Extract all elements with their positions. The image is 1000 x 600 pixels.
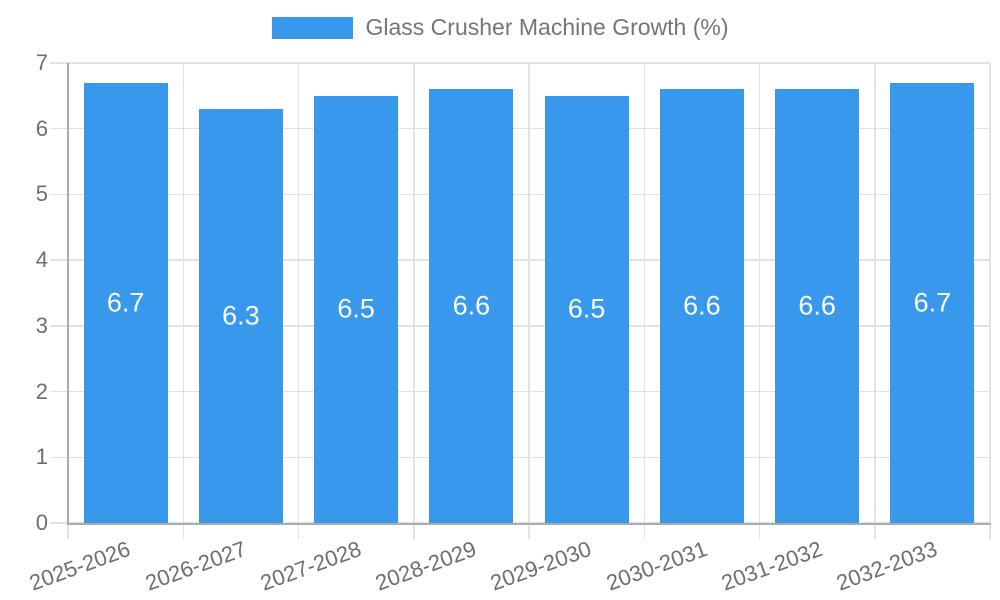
x-axis-tick <box>528 523 530 539</box>
y-axis-tick-label: 0 <box>35 510 48 535</box>
bar-value-label: 6.5 <box>337 293 375 324</box>
x-axis-tick <box>874 523 876 539</box>
x-axis-tick-label: 2028-2029 <box>372 536 480 596</box>
bar[interactable] <box>544 95 629 523</box>
gridline-vertical <box>413 63 415 523</box>
gridline-horizontal <box>50 325 990 327</box>
bar[interactable] <box>429 89 514 523</box>
y-axis-tick-label: 5 <box>35 181 48 207</box>
x-axis-tick-label: 2030-2031 <box>602 536 711 596</box>
x-axis-line <box>67 523 991 525</box>
y-axis-tick-label: 7 <box>35 50 48 75</box>
x-axis-tick <box>413 523 415 539</box>
gridline-vertical <box>297 63 300 523</box>
x-axis-tick <box>297 523 300 539</box>
legend: Glass Crusher Machine Growth (%) <box>0 14 1000 42</box>
bar[interactable] <box>659 89 744 523</box>
bar[interactable] <box>83 82 168 523</box>
y-axis-tick-label: 6 <box>35 115 48 141</box>
legend-item[interactable]: Glass Crusher Machine Growth (%) <box>271 14 729 42</box>
x-axis-tick-label: 2025-2026 <box>26 536 134 596</box>
y-axis-line <box>67 63 69 523</box>
y-axis-tick-label: 2 <box>35 378 48 404</box>
bar[interactable] <box>890 82 975 523</box>
gridline-vertical <box>874 63 876 523</box>
gridline-vertical <box>643 63 645 523</box>
bar[interactable] <box>775 89 860 523</box>
y-axis-tick-label: 4 <box>35 247 48 273</box>
legend-swatch-icon <box>271 16 353 39</box>
legend-label: Glass Crusher Machine Growth (%) <box>365 14 729 40</box>
gridline-horizontal <box>50 390 990 393</box>
x-axis-tick-label: 2026-2027 <box>141 536 250 596</box>
gridline-horizontal <box>50 193 990 196</box>
gridline-vertical <box>182 63 184 523</box>
gridline-horizontal <box>50 259 990 261</box>
bar[interactable] <box>198 109 283 523</box>
bar-value-label: 6.3 <box>222 300 260 331</box>
bar-value-label: 6.6 <box>798 290 836 321</box>
x-axis-tick <box>643 523 645 539</box>
gridline-vertical <box>758 63 761 523</box>
bar-value-label: 6.6 <box>683 290 721 321</box>
x-axis-tick-label: 2029-2030 <box>487 536 595 596</box>
x-axis-tick-label: 2027-2028 <box>256 536 365 596</box>
bar[interactable] <box>314 95 399 523</box>
x-axis-tick <box>182 523 184 539</box>
gridline-horizontal <box>50 456 990 459</box>
x-axis-tick-label: 2032-2033 <box>833 536 941 596</box>
bar-value-label: 6.6 <box>452 290 491 321</box>
x-axis-tick-label: 2031-2032 <box>717 536 826 596</box>
y-axis-tick-label: 1 <box>35 444 48 470</box>
gridline-horizontal <box>50 62 990 64</box>
bar-value-label: 6.5 <box>567 293 606 324</box>
gridline-vertical <box>989 63 991 523</box>
bar-value-label: 6.7 <box>106 287 145 318</box>
gridline-vertical <box>528 63 530 523</box>
x-axis-tick <box>67 523 69 539</box>
x-axis-tick <box>989 523 991 539</box>
bar-value-label: 6.7 <box>913 287 952 318</box>
gridline-horizontal <box>50 127 990 130</box>
x-axis-tick <box>758 523 761 539</box>
y-axis-tick-label: 3 <box>35 312 48 338</box>
